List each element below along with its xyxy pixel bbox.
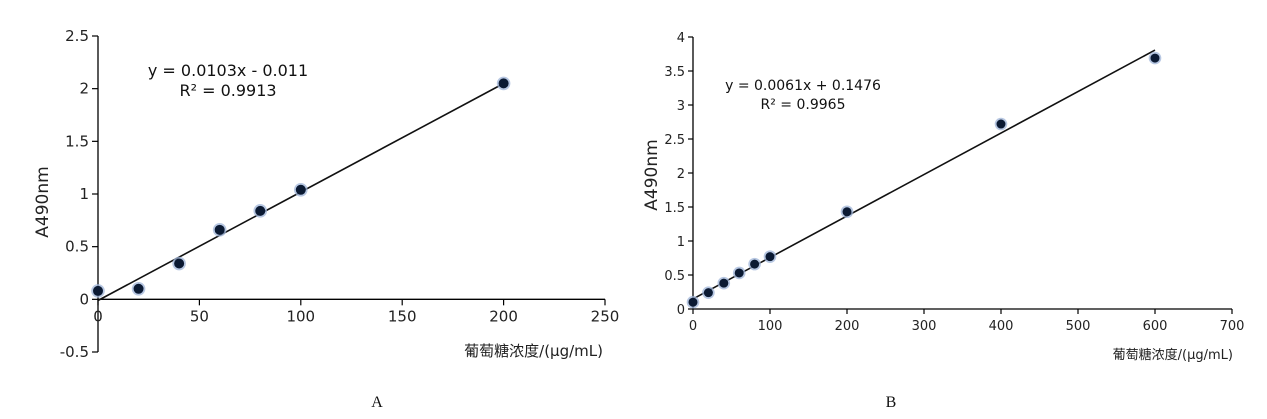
data-point-b xyxy=(719,278,729,288)
data-point-b xyxy=(703,288,713,298)
y-tick-label-b: 0.5 xyxy=(664,269,685,284)
x-tick-label-b: 100 xyxy=(758,319,783,334)
y-tick-label-a: -0.5 xyxy=(60,343,89,361)
x-tick-label-a: 200 xyxy=(489,307,518,325)
x-tick-label-a: 150 xyxy=(388,307,417,325)
y-tick-label-a: 0.5 xyxy=(65,238,89,256)
data-point-a xyxy=(214,224,225,235)
y-tick-label-a: 2 xyxy=(79,80,89,98)
data-point-a xyxy=(93,285,103,296)
data-point-a xyxy=(295,184,306,195)
y-tick-label-a: 1 xyxy=(79,185,89,203)
x-tick-label-b: 0 xyxy=(689,319,697,334)
y-tick-label-b: 3 xyxy=(677,99,685,114)
data-point-a xyxy=(498,78,509,89)
y-tick-label-b: 2 xyxy=(677,167,685,182)
x-tick-label-a: 50 xyxy=(190,307,209,325)
data-point-b xyxy=(996,119,1006,129)
y-tick-label-b: 4 xyxy=(677,31,685,46)
x-tick-label-b: 300 xyxy=(912,319,937,334)
panel-label-a: A xyxy=(371,394,383,411)
data-point-b xyxy=(688,297,698,307)
data-point-a xyxy=(174,258,185,269)
y-tick-label-b: 3.5 xyxy=(664,65,685,80)
data-point-a xyxy=(255,205,266,216)
y-axis-label-b: A490nm xyxy=(642,139,662,210)
r-squared-label-b: R² = 0.9965 xyxy=(761,97,846,113)
y-tick-label-b: 0 xyxy=(677,303,685,318)
x-axis-label-a: 葡萄糖浓度/(μg/mL) xyxy=(464,342,603,360)
y-tick-label-a: 1.5 xyxy=(65,132,89,150)
data-point-b xyxy=(1150,53,1160,63)
x-tick-label-b: 400 xyxy=(989,319,1014,334)
panel-label-b: B xyxy=(886,394,897,411)
x-tick-label-b: 200 xyxy=(835,319,860,334)
data-point-b xyxy=(842,207,852,217)
x-tick-label-a: 0 xyxy=(93,307,103,325)
y-tick-label-b: 2.5 xyxy=(664,133,685,148)
trendline-equation-b: y = 0.0061x + 0.1476 xyxy=(725,78,881,94)
data-point-a xyxy=(133,283,144,294)
y-tick-label-a: 2.5 xyxy=(65,27,89,45)
data-point-b xyxy=(734,268,744,278)
chart-panel-b: 0 0.5 1 1.5 2 2.5 3 3.5 4 0 100 200 300 400 500 600 700 葡… xyxy=(642,31,1244,411)
x-tick-label-b: 700 xyxy=(1220,319,1245,334)
y-tick-label-b: 1 xyxy=(677,235,685,250)
y-tick-label-b: 1.5 xyxy=(664,201,685,216)
y-tick-label-a: 0 xyxy=(79,290,89,308)
x-tick-label-a: 100 xyxy=(286,307,315,325)
r-squared-label-a: R² = 0.9913 xyxy=(179,81,276,100)
x-tick-label-a: 250 xyxy=(591,307,620,325)
trendline-equation-a: y = 0.0103x - 0.011 xyxy=(148,61,308,80)
x-tick-label-b: 500 xyxy=(1066,319,1091,334)
data-point-b xyxy=(750,259,760,269)
y-axis-label-a: A490nm xyxy=(33,166,53,237)
x-axis-label-b: 葡萄糖浓度/(μg/mL) xyxy=(1113,347,1233,363)
data-point-b xyxy=(765,252,775,262)
chart-panel-a: -0.500.511.522.50 50 100 150 200 250葡萄糖浓度/(μg… xyxy=(33,27,619,411)
x-tick-label-b: 600 xyxy=(1143,319,1168,334)
